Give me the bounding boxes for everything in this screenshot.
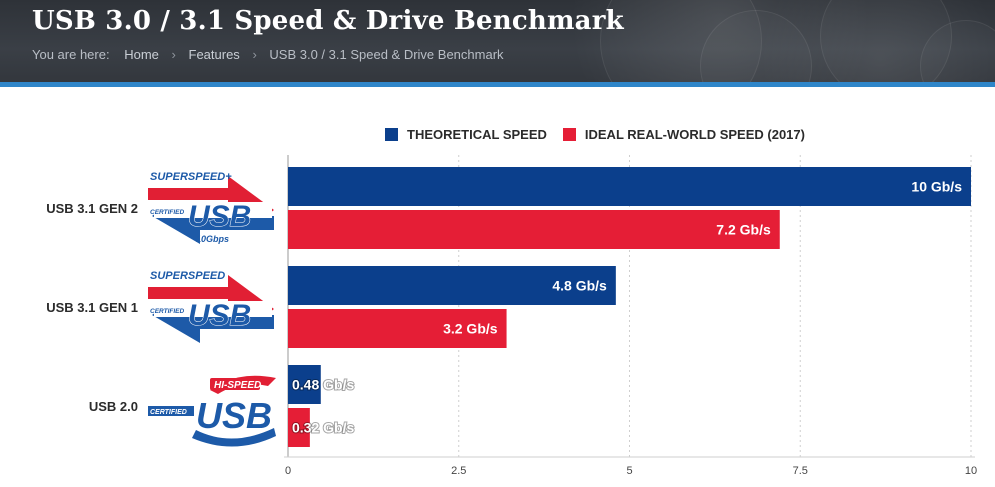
breadcrumb-current: USB 3.0 / 3.1 Speed & Drive Benchmark <box>269 47 504 62</box>
usb-logo-icon: SUPERSPEED CERTIFIED USB <box>148 270 274 343</box>
x-tick-label: 0 <box>285 465 291 477</box>
x-tick-label: 2.5 <box>451 465 466 477</box>
bar-theoretical <box>288 266 616 305</box>
legend-swatch-theoretical <box>385 128 398 141</box>
bar-real-world <box>288 210 780 249</box>
logo-band-icon <box>154 202 272 218</box>
logo-main-text: USB <box>196 395 272 436</box>
logo-top-text: HI-SPEED <box>214 380 261 391</box>
category-label: USB 3.1 GEN 2 <box>46 201 138 216</box>
logo-top-text: SUPERSPEED+ <box>150 171 232 183</box>
legend-item-real: IDEAL REAL-WORLD SPEED (2017) <box>562 127 805 142</box>
bar-value-label: 0.48 Gb/s <box>292 377 354 393</box>
bar-value-label: 3.2 Gb/s <box>443 321 498 337</box>
logo-badge-text: CERTIFIED <box>150 209 184 216</box>
logo-top-text: SUPERSPEED <box>150 270 225 282</box>
legend-swatch-real <box>562 128 576 141</box>
x-tick-label: 7.5 <box>793 465 808 477</box>
category-label: USB 3.1 GEN 1 <box>46 300 138 315</box>
breadcrumb-prefix: You are here: <box>32 47 110 62</box>
bar-theoretical <box>288 365 321 404</box>
legend-label-real: IDEAL REAL-WORLD SPEED (2017) <box>584 127 805 142</box>
category-label: USB 2.0 <box>89 399 138 414</box>
bar-value-label: 7.2 Gb/s <box>716 222 771 238</box>
logo-arrow-lower-icon <box>152 309 274 343</box>
breadcrumb-separator-icon: › <box>252 47 257 62</box>
page-header: USB 3.0 / 3.1 Speed & Drive Benchmark Yo… <box>0 0 995 82</box>
bar-value-label: 4.8 Gb/s <box>552 278 607 294</box>
logo-badge-text: CERTIFIED <box>150 409 187 416</box>
breadcrumb: You are here: Home › Features › USB 3.0 … <box>32 47 504 62</box>
logo-main-text: USB <box>188 200 251 233</box>
breadcrumb-home-link[interactable]: Home <box>124 47 159 62</box>
logo-arrow-lower-icon <box>152 210 274 244</box>
page-title: USB 3.0 / 3.1 Speed & Drive Benchmark <box>32 6 624 36</box>
usb-logo-icon: HI-SPEED CERTIFIED USB <box>148 375 276 447</box>
logo-badge-bg-icon <box>148 406 194 416</box>
bar-theoretical <box>288 167 971 206</box>
logo-sub-text: 10Gbps <box>196 234 229 244</box>
x-tick-label: 10 <box>965 465 977 477</box>
bar-real-world <box>288 408 310 447</box>
legend-item-theoretical: THEORETICAL SPEED <box>385 127 547 142</box>
bar-real-world <box>288 309 507 348</box>
logo-band-icon <box>154 301 272 317</box>
legend-label-theoretical: THEORETICAL SPEED <box>407 127 547 142</box>
x-tick-label: 5 <box>626 465 632 477</box>
chart-legend: THEORETICAL SPEED IDEAL REAL-WORLD SPEED… <box>385 127 821 142</box>
bar-value-label: 0.32 Gb/s <box>292 420 354 436</box>
breadcrumb-separator-icon: › <box>171 47 176 62</box>
bar-value-label: 10 Gb/s <box>911 179 962 195</box>
logo-top-badge-icon <box>210 378 260 390</box>
header-accent-rule <box>0 82 995 87</box>
logo-swoosh-lower-icon <box>192 428 276 447</box>
logo-badge-text: CERTIFIED <box>150 308 184 315</box>
logo-main-text: USB <box>188 299 251 332</box>
breadcrumb-features-link[interactable]: Features <box>188 47 240 62</box>
